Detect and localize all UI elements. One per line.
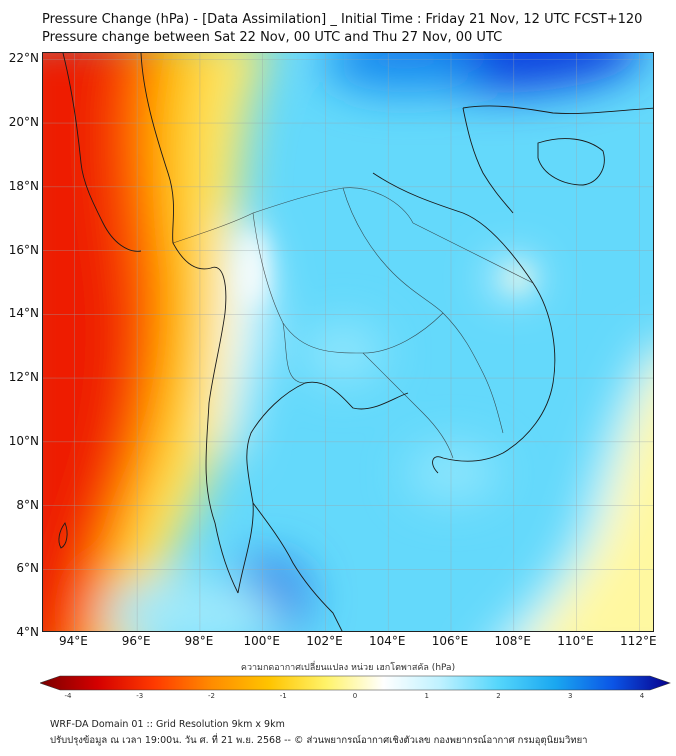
country-borders [172, 187, 534, 459]
lat-tick-label: 18°N [8, 178, 39, 193]
lon-tick-label: 100°E [243, 634, 280, 648]
lon-tick-label: 106°E [431, 634, 469, 648]
lat-tick-label: 16°N [8, 242, 39, 257]
chart-title: Pressure Change (hPa) - [Data Assimilati… [42, 12, 643, 27]
lon-tick-label: 112°E [620, 634, 657, 648]
pressure-field [43, 53, 653, 631]
lon-tick-label: 104°E [368, 634, 406, 648]
lon-tick-label: 96°E [121, 634, 151, 648]
colorbar [40, 675, 671, 691]
lat-tick-label: 20°N [8, 115, 39, 130]
colorbar-tick-label: 1 [424, 692, 429, 700]
lat-tick-label: 8°N [16, 497, 39, 512]
lat-tick-label: 12°N [8, 370, 39, 385]
colorbar-tick-label: -3 [136, 692, 144, 700]
lat-tick-label: 6°N [16, 561, 39, 576]
pressure-change-map[interactable] [42, 52, 654, 632]
chart-subtitle: Pressure change between Sat 22 Nov, 00 U… [42, 30, 503, 45]
pressure-field-detail [241, 228, 530, 308]
colorbar-tick-label: 2 [496, 692, 501, 700]
footer-model-info: WRF-DA Domain 01 :: Grid Resolution 9km … [50, 719, 285, 730]
lon-tick-label: 94°E [58, 634, 88, 648]
lat-tick-label: 22°N [8, 51, 39, 66]
colorbar-tick-label: 4 [639, 692, 645, 700]
colorbar-tick-label: -1 [279, 692, 287, 700]
coastlines [58, 53, 653, 631]
footer-credit: ปรับปรุงข้อมูล ณ เวลา 19:00น. วัน ศ. ที่… [50, 735, 588, 746]
lon-tick-label: 108°E [494, 634, 532, 648]
gridlines [43, 53, 653, 631]
lat-tick-label: 10°N [8, 433, 39, 448]
colorbar-tick-label: -2 [208, 692, 215, 700]
lon-tick-label: 110°E [557, 634, 594, 648]
colorbar-tick-label: -4 [64, 692, 72, 700]
colorbar-tick-label: 3 [568, 692, 573, 700]
lon-tick-label: 102°E [306, 634, 343, 648]
colorbar-tick-label: 0 [352, 692, 358, 700]
colorbar-title: ความกดอากาศเปลี่ยนแปลง หน่วย เฮกโตพาสคัล… [240, 663, 456, 673]
lon-tick-label: 98°E [184, 634, 214, 648]
lat-tick-label: 14°N [8, 306, 39, 321]
lat-tick-label: 4°N [16, 625, 39, 639]
